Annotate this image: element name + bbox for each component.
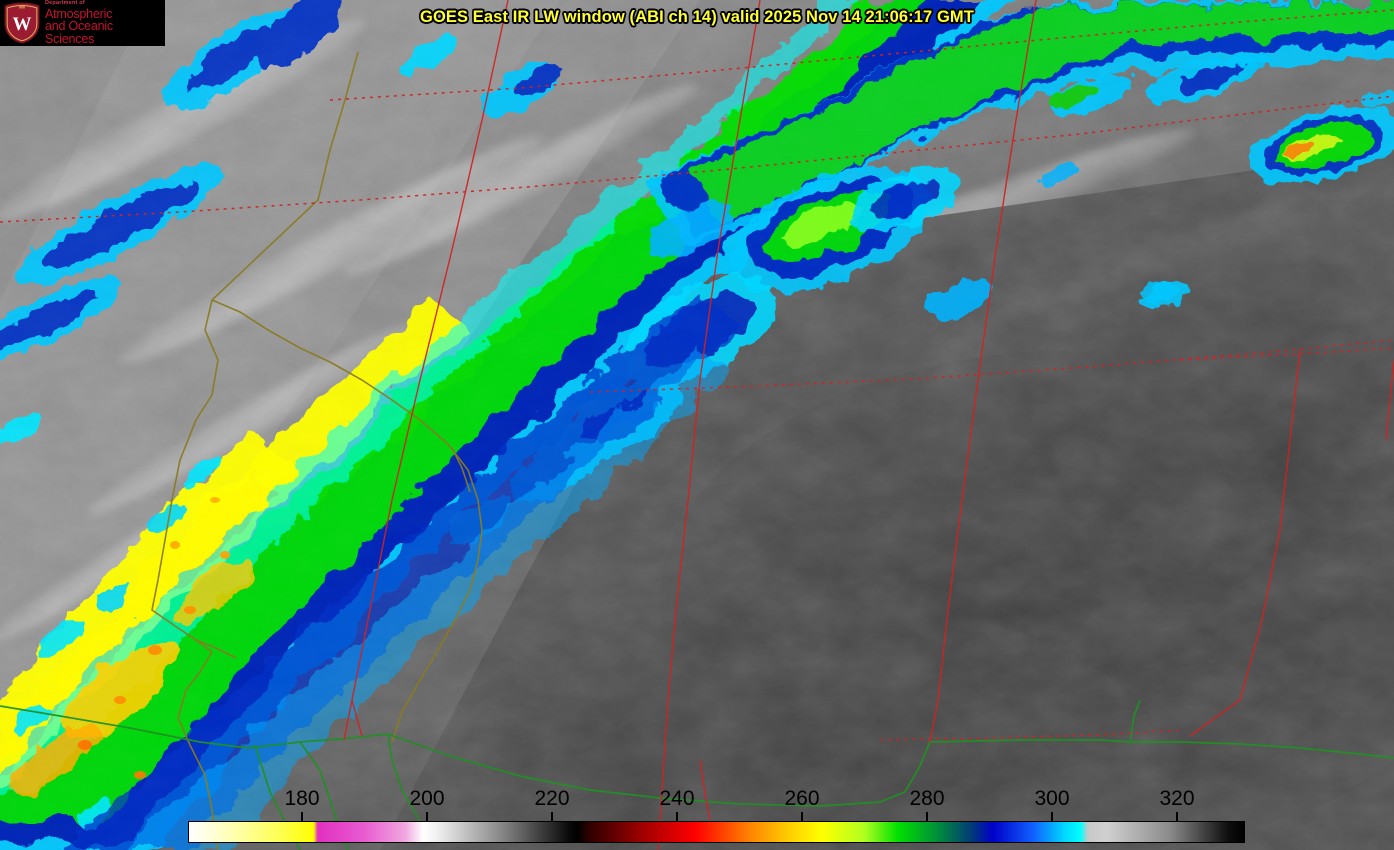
uw-madison-crest-icon: W: [4, 2, 40, 44]
uw-aos-logo-banner: W Department of Atmospheric and Oceanic …: [0, 0, 165, 46]
logo-department-prefix: Department of: [45, 0, 85, 6]
svg-text:W: W: [13, 14, 32, 35]
logo-line-1: Atmospheric: [45, 6, 113, 21]
logo-line-2: and Oceanic Sciences: [45, 19, 113, 46]
logo-text-block: Department of Atmospheric and Oceanic Sc…: [45, 0, 165, 46]
